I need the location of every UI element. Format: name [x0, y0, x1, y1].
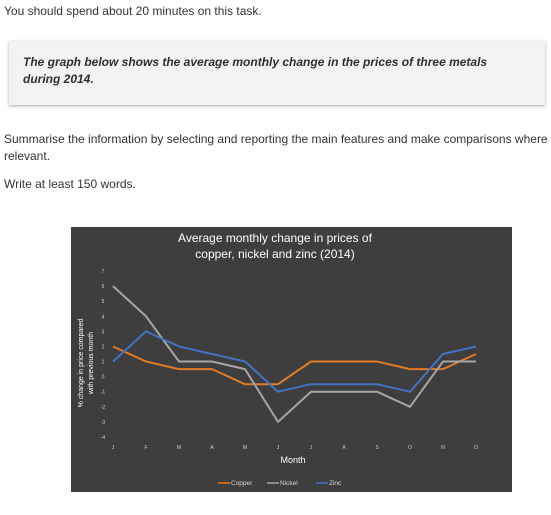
- line-chart: Average monthly change in prices of copp…: [71, 227, 512, 492]
- chart-title-line-2: copper, nickel and zinc (2014): [195, 247, 354, 261]
- x-tick-label: M: [243, 445, 247, 451]
- x-tick-label: A: [210, 445, 214, 451]
- x-tick-label: N: [441, 445, 445, 451]
- x-tick-label: J: [277, 445, 280, 451]
- y-tick-label: -2: [101, 405, 106, 411]
- y-tick-label: 6: [102, 284, 105, 290]
- y-axis-ticks: -4 -3 -2 -1 0 1 2 3 4 5 6 7: [101, 269, 106, 441]
- task-prompt-text: The graph below shows the average monthl…: [23, 55, 488, 86]
- chart-canvas: Average monthly change in prices of copp…: [78, 231, 478, 487]
- y-tick-label: -1: [101, 390, 106, 396]
- y-axis-label-line-2: with previous month: [88, 332, 95, 395]
- y-tick-label: 0: [102, 375, 105, 381]
- series-line-copper: [112, 345, 477, 386]
- chart-legend: Copper Nickel Zinc: [218, 480, 342, 487]
- y-tick-label: 1: [102, 360, 105, 366]
- legend-label-nickel: Nickel: [280, 480, 298, 487]
- x-tick-label: A: [342, 445, 346, 451]
- x-tick-label: J: [310, 445, 313, 451]
- x-axis-label: Month: [280, 455, 305, 465]
- y-tick-label: -3: [101, 420, 106, 426]
- x-tick-label: J: [112, 445, 115, 451]
- series-line-nickel: [112, 285, 476, 423]
- time-instruction: You should spend about 20 minutes on thi…: [4, 4, 262, 18]
- x-tick-label: D: [474, 445, 478, 451]
- y-tick-label: 5: [102, 299, 105, 305]
- chart-title-line-1: Average monthly change in prices of: [178, 231, 373, 245]
- x-tick-label: F: [144, 445, 147, 451]
- x-tick-label: M: [177, 445, 181, 451]
- y-tick-label: 4: [102, 314, 105, 320]
- y-tick-label: 7: [102, 269, 105, 275]
- series-line-zinc: [112, 330, 477, 393]
- y-tick-label: -4: [101, 435, 106, 441]
- x-tick-label: O: [408, 445, 412, 451]
- task-prompt-box: The graph below shows the average monthl…: [9, 41, 545, 105]
- x-tick-label: S: [375, 445, 379, 451]
- word-count-requirement: Write at least 150 words.: [4, 177, 136, 191]
- y-axis-label-line-1: % change in price compared: [78, 319, 85, 408]
- series-lines: [112, 285, 477, 423]
- y-axis-label: % change in price compared with previous…: [78, 319, 95, 408]
- legend-label-zinc: Zinc: [329, 480, 342, 487]
- y-tick-label: 2: [102, 344, 105, 350]
- y-tick-label: 3: [102, 329, 105, 335]
- legend-label-copper: Copper: [231, 480, 253, 487]
- task-instructions: Summarise the information by selecting a…: [4, 132, 548, 163]
